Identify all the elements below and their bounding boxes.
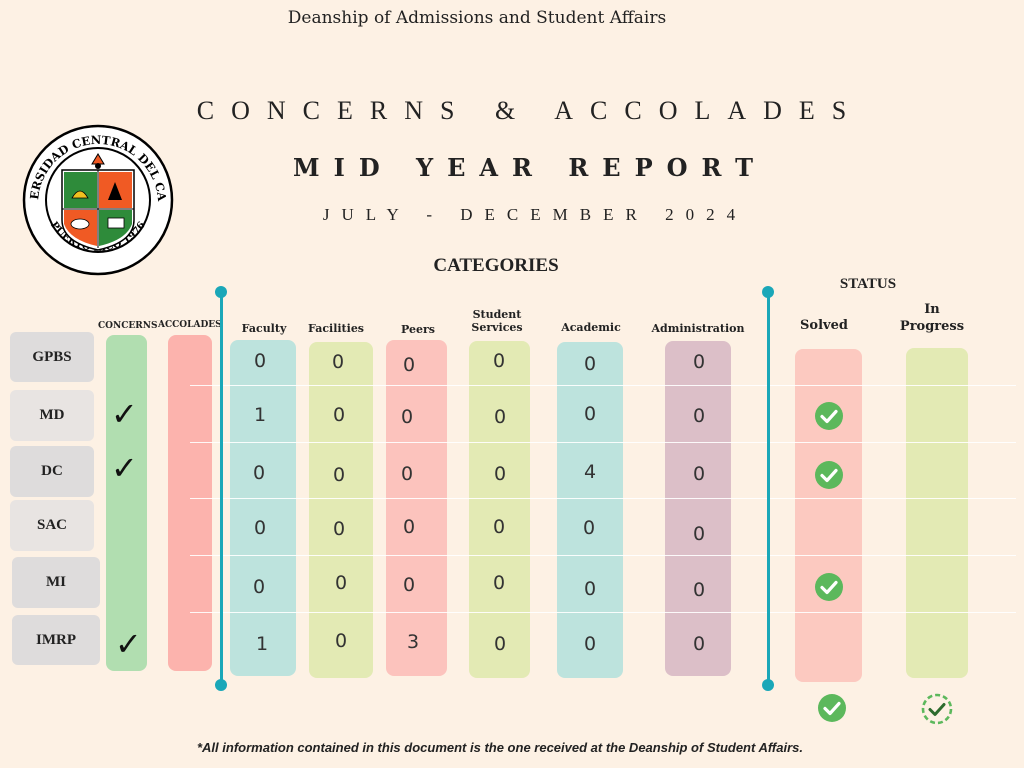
cell-faculty: 0 <box>252 462 266 484</box>
cell-student-services: 0 <box>492 350 506 372</box>
row-label-md: MD <box>10 390 94 441</box>
row-label-sac: SAC <box>10 500 94 551</box>
cell-administration: 0 <box>692 463 706 485</box>
legend-check-circle-icon <box>818 694 846 722</box>
report-period: JULY - DECEMBER 2024 <box>322 205 748 224</box>
left-divider-bottom-dot <box>215 679 227 691</box>
row-divider <box>190 385 1016 386</box>
header-in-progress-line2: Progress <box>899 319 965 334</box>
cell-administration: 0 <box>692 405 706 427</box>
header-administration: Administration <box>651 322 745 335</box>
cell-faculty: 1 <box>253 404 267 426</box>
solved-column <box>795 349 862 682</box>
cell-academic: 0 <box>583 578 597 600</box>
academic-column <box>557 342 623 678</box>
cell-peers: 3 <box>406 631 420 653</box>
status-heading: STATUS <box>839 276 897 292</box>
row-divider <box>190 555 1016 556</box>
header-student-services: Student Services <box>466 308 528 334</box>
header-faculty: Faculty <box>241 322 287 335</box>
header-accolades: ACCOLADES <box>158 320 222 330</box>
concern-check-md: ✓ <box>111 395 138 433</box>
cell-facilities: 0 <box>332 464 346 486</box>
solved-check-circle-icon-dc <box>815 461 843 489</box>
cell-student-services: 0 <box>493 633 507 655</box>
row-label-imrp: IMRP <box>12 615 100 665</box>
header-in-progress-line1: In <box>924 302 940 317</box>
concerns-column <box>106 335 147 671</box>
cell-administration: 0 <box>692 351 706 373</box>
solved-check-circle-icon-mi <box>815 573 843 601</box>
header-facilities: Facilities <box>307 322 365 335</box>
concern-check-imrp: ✓ <box>115 625 142 663</box>
report-subtitle: MID YEAR REPORT <box>293 153 767 182</box>
row-label-gpbs: GPBS <box>10 332 94 382</box>
left-divider-line <box>220 292 223 685</box>
row-label-mi: MI <box>12 557 100 608</box>
cell-student-services: 0 <box>492 572 506 594</box>
cell-faculty: 0 <box>253 350 267 372</box>
header-concerns: CONCERNS <box>98 321 158 331</box>
cell-academic: 4 <box>583 461 597 483</box>
cell-student-services: 0 <box>493 406 507 428</box>
right-divider-line <box>767 292 770 685</box>
cell-faculty: 1 <box>255 633 269 655</box>
report-title: CONCERNS & ACCOLADES <box>196 96 864 125</box>
solved-check-circle-icon-md <box>815 402 843 430</box>
administration-column <box>665 341 731 676</box>
header-student-services-line2: Services <box>471 321 523 334</box>
cell-facilities: 0 <box>332 518 346 540</box>
header-academic: Academic <box>561 321 621 334</box>
facilities-column <box>309 342 373 678</box>
row-divider <box>190 498 1016 499</box>
cell-facilities: 0 <box>332 404 346 426</box>
faculty-column <box>230 340 296 676</box>
department-name: Deanship of Admissions and Student Affai… <box>287 8 667 28</box>
footnote: *All information contained in this docum… <box>196 740 804 755</box>
categories-heading: CATEGORIES <box>433 255 559 276</box>
cell-peers: 0 <box>402 574 416 596</box>
cell-administration: 0 <box>692 633 706 655</box>
header-solved: Solved <box>800 318 848 333</box>
cell-facilities: 0 <box>331 351 345 373</box>
cell-facilities: 0 <box>334 630 348 652</box>
cell-peers: 0 <box>402 516 416 538</box>
peers-column <box>386 340 447 676</box>
cell-academic: 0 <box>583 633 597 655</box>
concern-check-dc: ✓ <box>111 449 138 487</box>
cell-academic: 0 <box>582 517 596 539</box>
row-label-dc: DC <box>10 446 94 497</box>
left-divider-top-dot <box>215 286 227 298</box>
cell-student-services: 0 <box>493 463 507 485</box>
cell-academic: 0 <box>583 403 597 425</box>
cell-faculty: 0 <box>253 517 267 539</box>
student-services-column <box>469 341 530 678</box>
cell-faculty: 0 <box>252 576 266 598</box>
cell-peers: 0 <box>400 463 414 485</box>
header-peers: Peers <box>401 323 435 336</box>
cell-peers: 0 <box>400 406 414 428</box>
header-in-progress: In Progress <box>896 301 968 335</box>
cell-student-services: 0 <box>492 516 506 538</box>
cell-peers: 0 <box>402 354 416 376</box>
header-student-services-line1: Student <box>472 308 522 321</box>
legend-dashed-check-circle-icon <box>921 693 953 725</box>
row-divider <box>190 442 1016 443</box>
cell-administration: 0 <box>692 523 706 545</box>
in-progress-column <box>906 348 968 678</box>
cell-administration: 0 <box>692 579 706 601</box>
right-divider-top-dot <box>762 286 774 298</box>
row-divider <box>190 612 1016 613</box>
right-divider-bottom-dot <box>762 679 774 691</box>
cell-facilities: 0 <box>334 572 348 594</box>
accolades-column <box>168 335 212 671</box>
cell-academic: 0 <box>583 353 597 375</box>
